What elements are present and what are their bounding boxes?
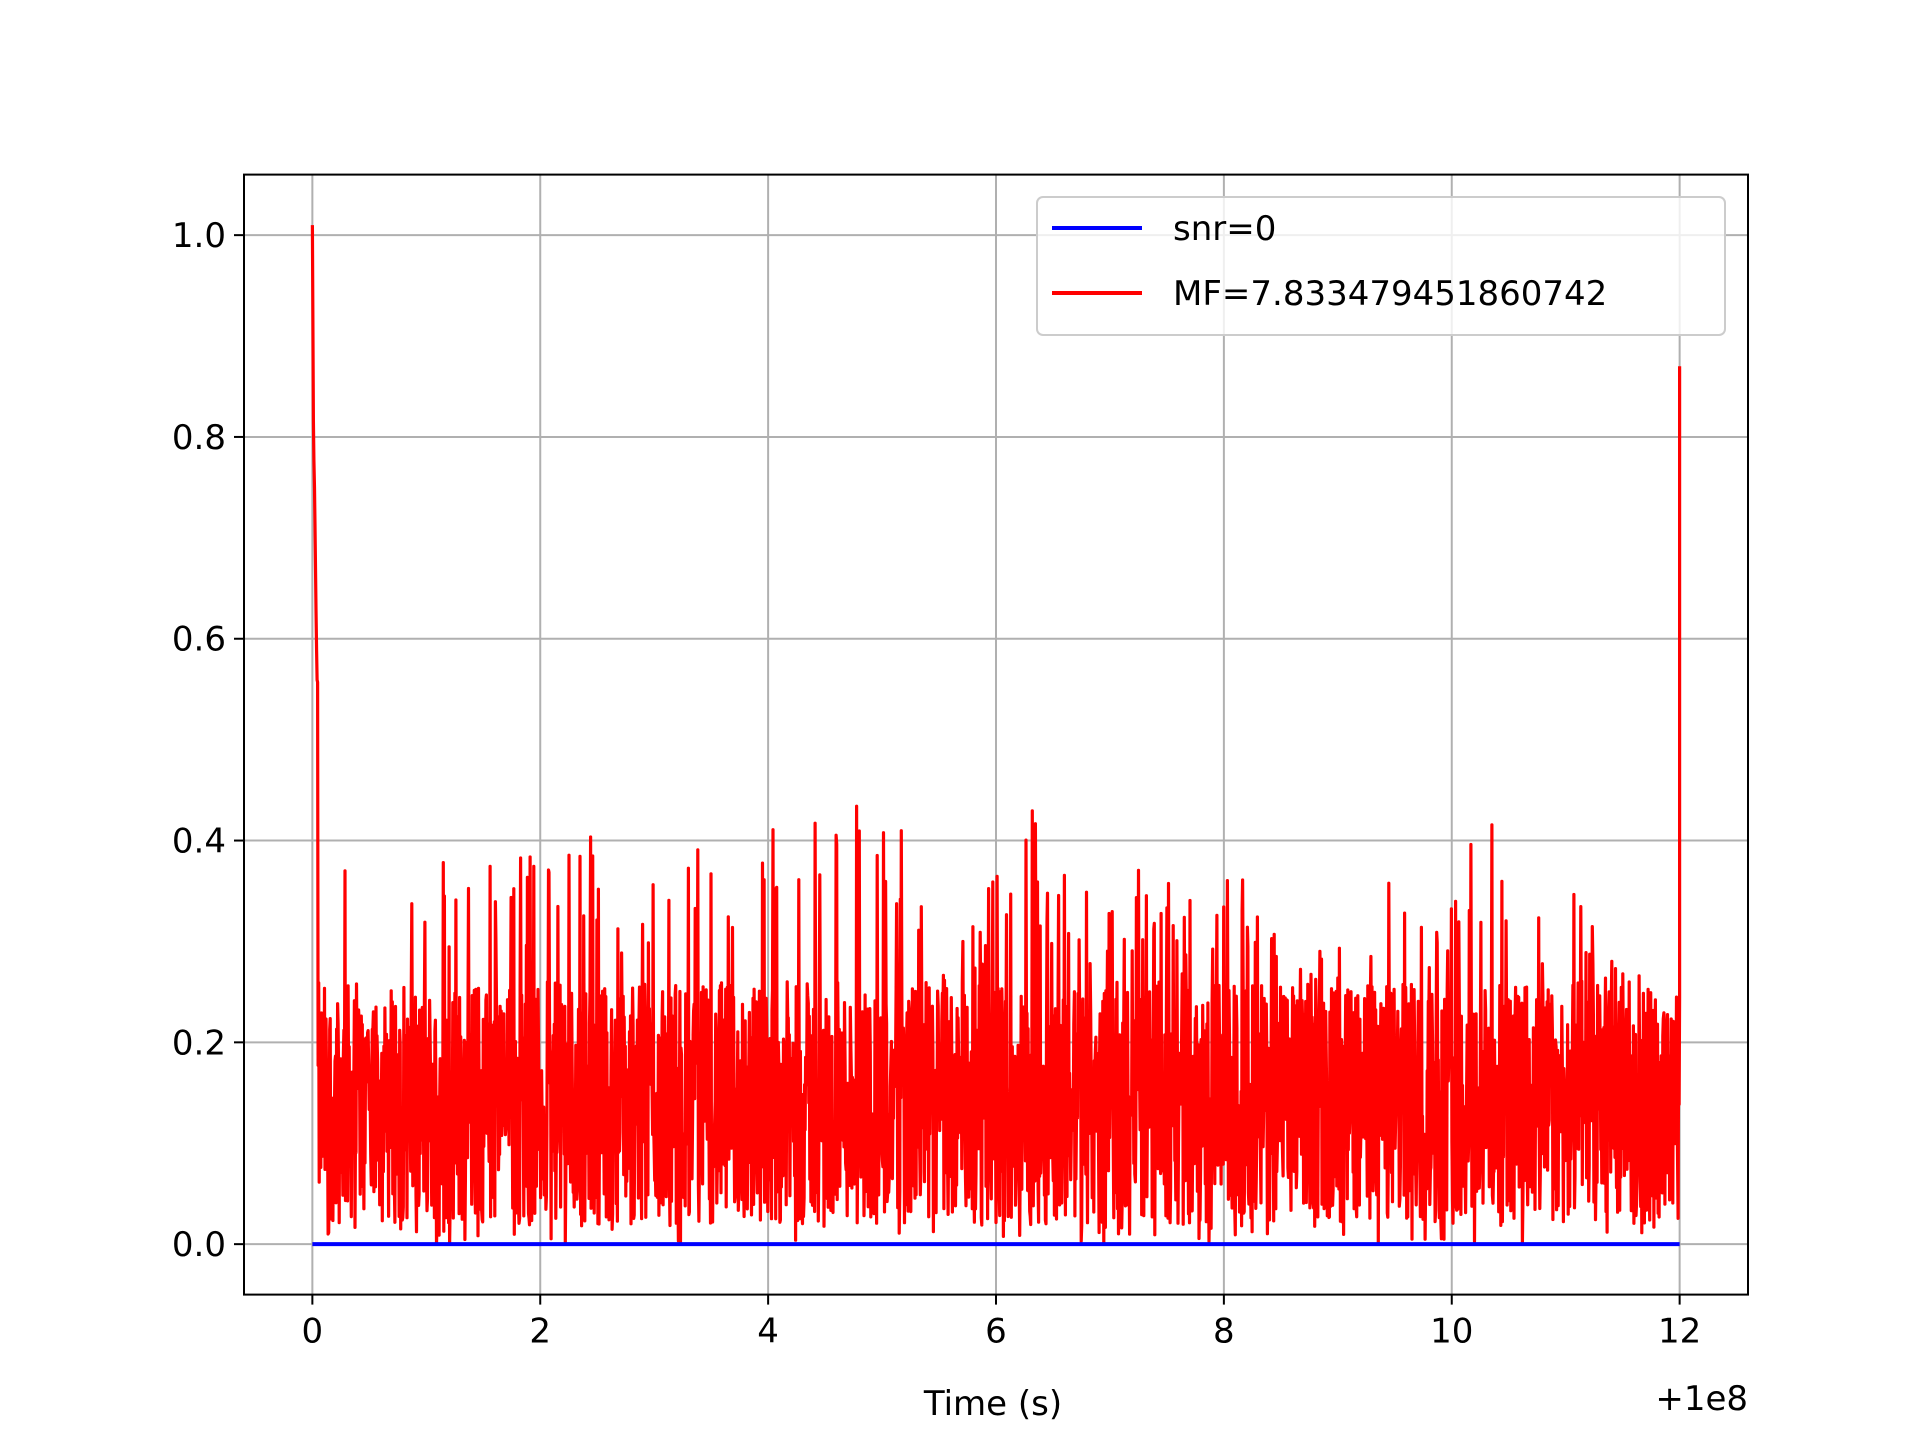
x-tick-label: 4 (757, 1312, 779, 1352)
x-axis-label: Time (s) (923, 1384, 1062, 1424)
y-tick-label: 0.4 (172, 822, 226, 862)
y-tick-label: 1.0 (172, 216, 226, 256)
x-tick-label: 2 (529, 1312, 551, 1352)
y-tick-label: 0.0 (172, 1225, 226, 1265)
x-tick-label: 12 (1658, 1312, 1701, 1352)
series-mf-line (310, 225, 1682, 1246)
x-tick-label: 8 (1213, 1312, 1235, 1352)
plot-series (310, 225, 1682, 1247)
x-tick-label: 0 (302, 1312, 324, 1352)
x-axis-offset-label: +1e8 (1655, 1379, 1748, 1419)
y-tick-label: 0.8 (172, 418, 226, 458)
legend: snr=0 MF=7.833479451860742 (1036, 196, 1726, 336)
legend-label-snr: snr=0 (1173, 209, 1276, 249)
legend-box (1036, 196, 1726, 336)
y-tick-label: 0.2 (172, 1023, 226, 1063)
ticks: 0 2 4 6 8 10 12 0.0 0.2 0.4 0.6 0.8 1.0 (172, 216, 1701, 1351)
legend-label-mf: MF=7.833479451860742 (1173, 274, 1607, 314)
x-tick-label: 6 (985, 1312, 1007, 1352)
x-tick-label: 10 (1430, 1312, 1473, 1352)
y-tick-label: 0.6 (172, 620, 226, 660)
